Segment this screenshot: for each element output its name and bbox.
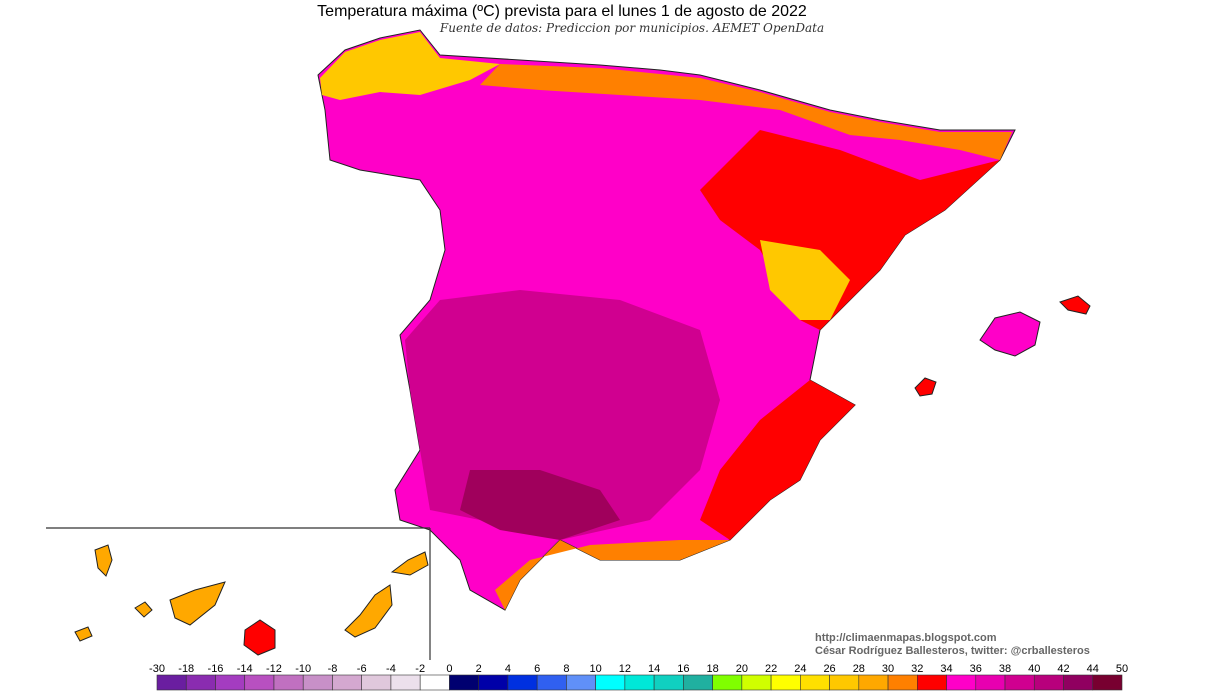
subtitle: Fuente de datos: Prediccion por municipi…	[439, 21, 824, 35]
legend-swatch	[419, 674, 450, 691]
legend-swatch	[302, 674, 333, 691]
legend-swatch	[887, 674, 918, 691]
legend-swatch	[1033, 674, 1064, 691]
legend-swatch	[800, 674, 830, 691]
legend-swatch	[156, 674, 187, 691]
legend-label: -10	[295, 663, 311, 675]
legend-swatch	[273, 674, 304, 691]
legend-label: 18	[706, 663, 718, 675]
legend-label: 24	[794, 663, 806, 675]
legend-swatch	[566, 674, 596, 691]
legend-swatch	[244, 674, 275, 691]
legend-label: 42	[1057, 663, 1069, 675]
legend-swatch	[1092, 674, 1123, 691]
legend-label: -8	[328, 663, 338, 675]
legend-label: 12	[619, 663, 631, 675]
legend-label: 10	[590, 663, 602, 675]
legend-label: 36	[970, 663, 982, 675]
legend-swatch	[390, 674, 421, 691]
legend-label: 14	[648, 663, 660, 675]
legend-swatch	[449, 674, 479, 691]
legend-label: 2	[476, 663, 482, 675]
legend-label: 16	[677, 663, 689, 675]
legend-label: 0	[446, 663, 452, 675]
legend-swatch	[712, 674, 743, 691]
legend-swatch	[829, 674, 860, 691]
legend-swatch	[215, 674, 246, 691]
legend-swatch	[536, 674, 567, 691]
legend-swatch	[332, 674, 362, 691]
legend-swatch	[683, 674, 713, 691]
legend-label: 6	[534, 663, 540, 675]
legend-label: 32	[911, 663, 923, 675]
legend-swatch	[770, 674, 801, 691]
legend-label: 4	[505, 663, 511, 675]
legend-swatch	[653, 674, 684, 691]
legend-label: -4	[386, 663, 396, 675]
legend-label: 28	[853, 663, 865, 675]
legend-swatch	[361, 674, 392, 691]
legend-swatch	[1004, 674, 1035, 691]
legend-label: -2	[415, 663, 425, 675]
legend-label: 34	[940, 663, 952, 675]
legend-label: 38	[999, 663, 1011, 675]
legend-label: -14	[237, 663, 253, 675]
balearic-islands	[914, 295, 1091, 397]
legend-label: 30	[882, 663, 894, 675]
legend-swatch	[975, 674, 1006, 691]
legend-label: 40	[1028, 663, 1040, 675]
legend-swatch	[595, 674, 626, 691]
legend-swatch	[507, 674, 538, 691]
legend-label: -6	[357, 663, 367, 675]
legend-label: 20	[736, 663, 748, 675]
legend-swatch	[624, 674, 655, 691]
legend-label: 44	[1087, 663, 1099, 675]
peninsula	[317, 29, 1016, 611]
credit-url: http://climaenmapas.blogspot.com	[815, 632, 997, 644]
legend-label: 8	[563, 663, 569, 675]
legend: -30 -18 -16 -14 -12 -10 -8 -6 -4 -2 0 2 4 6 8 10 12 14 16 1…	[149, 663, 1128, 691]
legend-label: -12	[266, 663, 282, 675]
title: Temperatura máxima (ºC) prevista para el…	[317, 3, 807, 20]
legend-label: -18	[178, 663, 194, 675]
credit-author: César Rodríguez Ballesteros, twitter: @c…	[815, 645, 1090, 657]
legend-label: 26	[823, 663, 835, 675]
legend-swatch	[858, 674, 889, 691]
legend-label: -30	[149, 663, 165, 675]
canary-islands	[74, 544, 429, 656]
legend-swatch	[741, 674, 772, 691]
legend-swatch	[917, 674, 947, 691]
legend-swatch	[1063, 674, 1094, 691]
legend-swatch	[185, 674, 216, 691]
legend-swatch	[946, 674, 977, 691]
canary-inset-frame	[46, 527, 431, 660]
legend-swatch	[478, 674, 509, 691]
legend-label: 50	[1116, 663, 1128, 675]
legend-label: -16	[208, 663, 224, 675]
legend-label: 22	[765, 663, 777, 675]
